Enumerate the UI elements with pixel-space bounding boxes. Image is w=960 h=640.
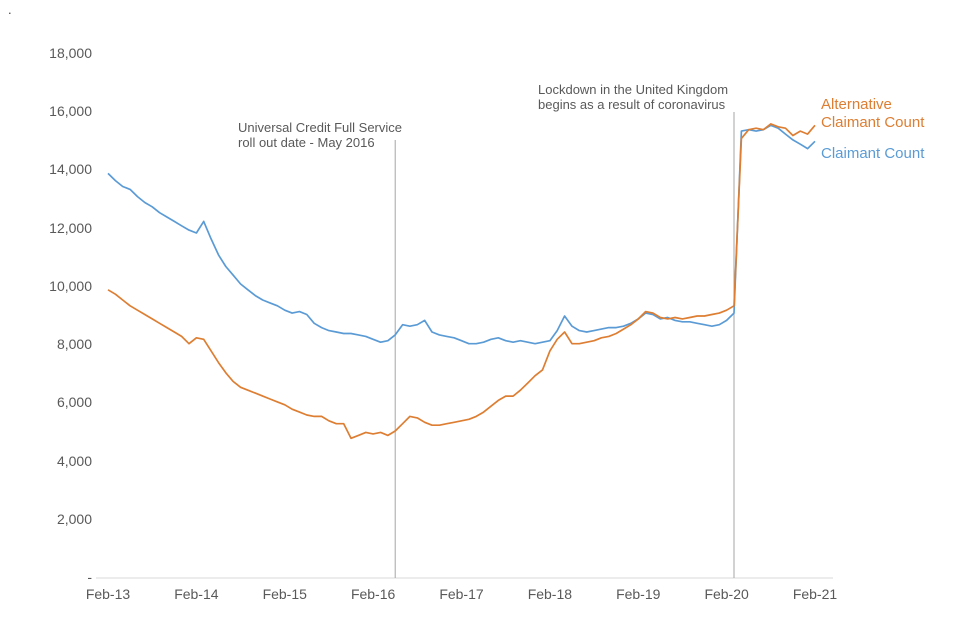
x-tick-label: Feb-19 bbox=[616, 586, 661, 602]
y-tick-label: 14,000 bbox=[49, 161, 92, 178]
universal-credit-annotation: Universal Credit Full Service roll out d… bbox=[238, 120, 402, 150]
y-tick-label: - bbox=[87, 569, 92, 585]
claimant-count-line bbox=[107, 124, 816, 345]
annotation-text-line: Universal Credit Full Service bbox=[238, 120, 402, 135]
y-tick-label: 2,000 bbox=[56, 510, 92, 527]
corner-mark: . bbox=[8, 2, 12, 17]
annotation-text-line: roll out date - May 2016 bbox=[238, 135, 375, 150]
x-tick-label: Feb-14 bbox=[174, 586, 219, 602]
legend-claimant-count: Claimant Count bbox=[821, 145, 925, 162]
x-tick-label: Feb-13 bbox=[85, 586, 131, 602]
y-tick-label: 16,000 bbox=[49, 103, 92, 120]
x-axis-labels: Feb-13 Feb-14 Feb-15 Feb-16 Feb-17 Feb-18 Feb-… bbox=[0, 586, 960, 606]
x-tick-label: Feb-18 bbox=[527, 586, 573, 602]
x-tick-label: Feb-21 bbox=[792, 586, 838, 602]
annotation-text-line: Lockdown in the United Kingdom bbox=[538, 82, 729, 97]
y-axis-labels: 18,000 16,000 14,000 12,000 10,000 8,000 6,000… bbox=[0, 0, 92, 640]
y-tick-label: 6,000 bbox=[56, 394, 92, 411]
legend-alternative-claimant-count: Alternative Claimant Count bbox=[821, 96, 925, 131]
y-tick-label: 12,000 bbox=[49, 219, 92, 236]
x-tick-label: Feb-16 bbox=[350, 586, 396, 602]
alternative-claimant-count-line bbox=[107, 123, 816, 440]
y-tick-label: 10,000 bbox=[49, 277, 92, 294]
x-tick-label: Feb-17 bbox=[439, 586, 484, 602]
x-tick-label: Feb-20 bbox=[704, 586, 749, 602]
lockdown-annotation: Lockdown in the United Kingdom begins as… bbox=[538, 82, 728, 112]
y-tick-label: 18,000 bbox=[49, 45, 92, 61]
y-tick-label: 8,000 bbox=[56, 336, 92, 353]
y-tick-label: 4,000 bbox=[56, 452, 92, 469]
annotation-text-line: begins as a result of coronavirus bbox=[538, 97, 726, 112]
x-tick-label: Feb-15 bbox=[262, 586, 307, 602]
